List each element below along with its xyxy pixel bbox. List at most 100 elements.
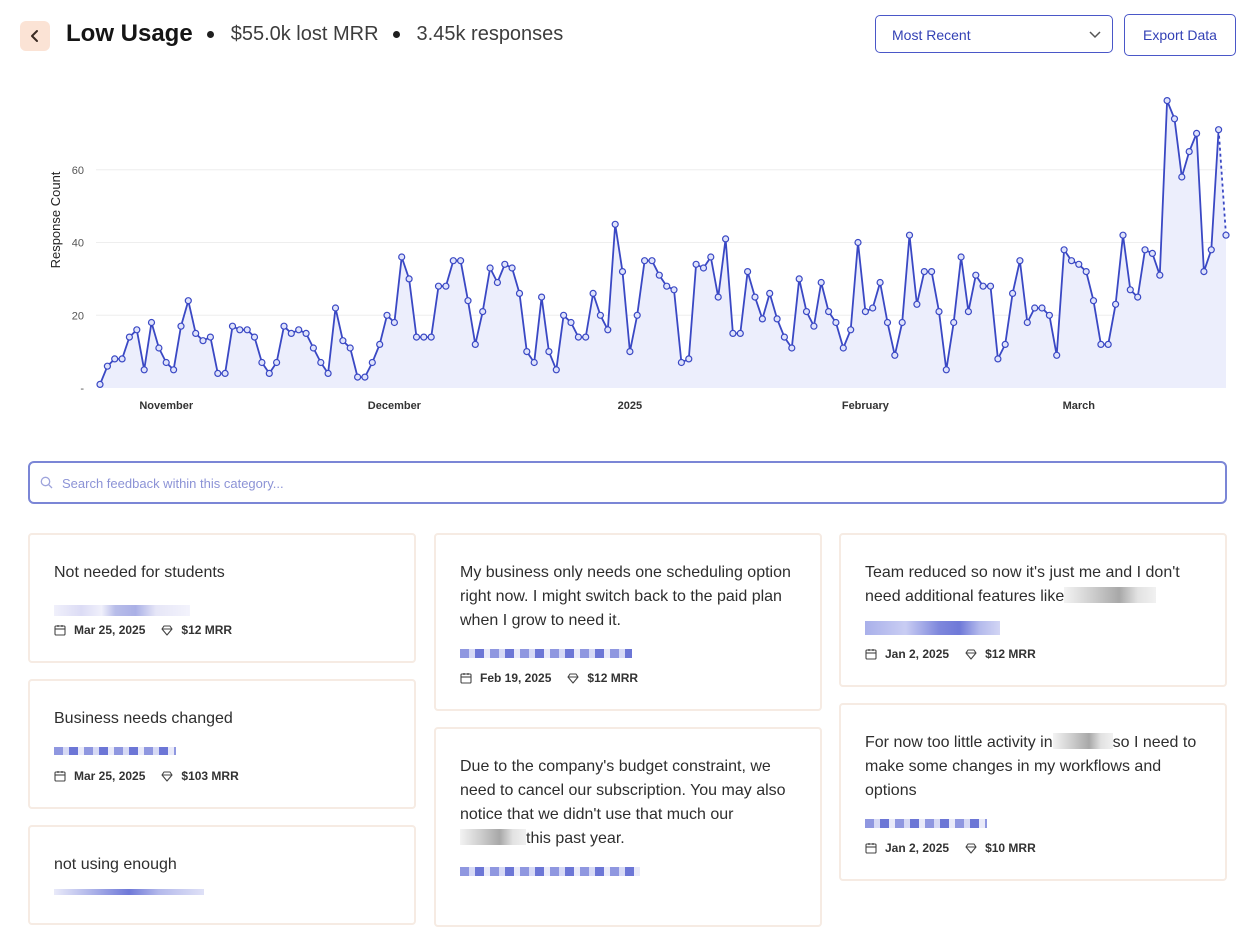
data-point (177, 322, 185, 330)
data-point (920, 268, 928, 276)
search-input[interactable] (60, 463, 1214, 504)
calendar-icon (865, 842, 877, 854)
card-date: Jan 2, 2025 (885, 841, 950, 855)
data-point (1008, 289, 1017, 297)
data-point (1126, 286, 1134, 294)
data-point (552, 366, 560, 374)
data-point (405, 275, 413, 283)
card-date: Mar 25, 2025 (74, 623, 146, 637)
data-point (773, 315, 781, 323)
data-point (736, 329, 744, 337)
data-point (1141, 246, 1149, 254)
data-point (1156, 271, 1164, 279)
search-box[interactable] (28, 461, 1227, 504)
data-point (214, 369, 222, 377)
chevron-down-icon (1089, 31, 1101, 39)
data-point (493, 278, 501, 287)
feedback-card[interactable]: Team reduced so now it's just me and I d… (839, 533, 1227, 687)
diamond-icon (965, 842, 977, 854)
data-point (273, 358, 281, 367)
data-point (287, 329, 295, 337)
data-point (1031, 304, 1039, 312)
data-point (655, 271, 663, 279)
data-point (206, 333, 214, 341)
data-point (1016, 257, 1024, 265)
responses-metric: 3.45k responses (416, 22, 564, 45)
redacted-text (460, 867, 640, 876)
data-point (611, 220, 619, 228)
data-point (677, 358, 686, 367)
card-meta: Mar 25, 2025 $103 MRR (54, 769, 239, 783)
data-point (265, 369, 273, 377)
sort-select[interactable]: Most Recent (875, 15, 1113, 53)
data-point (243, 326, 251, 334)
redacted-text (865, 621, 1000, 635)
data-point (692, 260, 700, 268)
feedback-card[interactable]: Business needs changed Mar 25, 2025 $103… (28, 679, 416, 809)
data-point (250, 333, 259, 341)
data-point (1023, 318, 1031, 327)
back-button[interactable] (20, 21, 50, 51)
card-date: Mar 25, 2025 (74, 769, 146, 783)
data-point (449, 257, 457, 265)
redacted-text (54, 605, 190, 616)
data-point (582, 333, 590, 341)
data-point (133, 326, 141, 334)
data-point (457, 257, 465, 265)
data-point (111, 355, 119, 363)
feedback-card[interactable]: Not needed for students Mar 25, 2025 $12… (28, 533, 416, 663)
data-point (1053, 351, 1061, 359)
feedback-text: Business needs changed (54, 710, 233, 727)
y-axis-label: Response Count (48, 171, 63, 268)
feedback-card[interactable]: not using enough (28, 825, 416, 925)
data-point (184, 297, 192, 305)
chevron-left-icon (31, 30, 38, 42)
x-tick-label: February (842, 400, 890, 412)
data-point (913, 300, 921, 308)
feedback-text: Team reduced so now it's just me and I d… (865, 561, 1205, 609)
y-tick-label: 20 (72, 310, 84, 322)
feedback-text: Due to the company's budget constraint, … (460, 755, 800, 851)
data-point (743, 268, 752, 276)
separator-dot (392, 30, 400, 38)
diamond-icon (567, 672, 579, 684)
redacted-text (54, 889, 204, 895)
data-point (199, 337, 207, 345)
card-date: Jan 2, 2025 (885, 647, 950, 661)
data-point (957, 253, 965, 261)
data-point (707, 253, 715, 261)
feedback-card[interactable]: My business only needs one scheduling op… (434, 533, 822, 711)
data-point (434, 282, 443, 290)
diamond-icon (161, 770, 173, 782)
feedback-card[interactable]: For now too little activity in so I need … (839, 703, 1227, 881)
data-point (1082, 268, 1090, 276)
data-point (1097, 340, 1105, 348)
data-point (670, 286, 678, 294)
redacted-text (865, 819, 987, 828)
data-point (1119, 231, 1127, 239)
data-point (972, 271, 980, 279)
data-point (935, 308, 943, 316)
data-point (559, 311, 568, 319)
data-point (1104, 340, 1112, 348)
data-point (824, 308, 833, 316)
data-point (515, 289, 524, 297)
data-point (258, 358, 266, 367)
data-point (523, 348, 531, 356)
export-data-button[interactable]: Export Data (1124, 14, 1236, 56)
data-point (420, 333, 428, 341)
x-tick-label: March (1063, 400, 1096, 412)
data-point (574, 333, 583, 341)
separator-dot (206, 30, 214, 38)
page-header: Low Usage $55.0k lost MRR 3.45k response… (20, 14, 1236, 58)
feedback-card[interactable]: Due to the company's budget constraint, … (434, 727, 822, 927)
data-point (376, 340, 384, 348)
data-point (486, 264, 494, 272)
data-point (869, 304, 877, 312)
data-point (339, 337, 347, 345)
feedback-text: Not needed for students (54, 564, 225, 581)
data-point (714, 293, 722, 301)
diamond-icon (161, 624, 173, 636)
feedback-text-part: Team reduced so now it's just me and I d… (865, 564, 1180, 605)
data-point (898, 318, 906, 327)
